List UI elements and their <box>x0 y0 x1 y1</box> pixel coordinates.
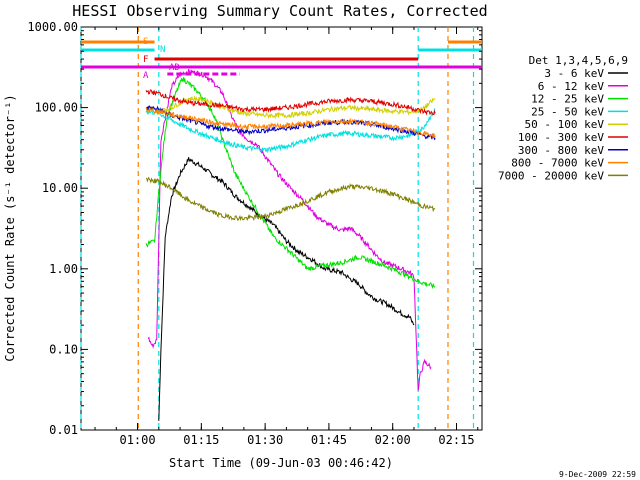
x-tick-label: 01:15 <box>183 433 219 447</box>
night-flag-label: N <box>160 45 165 55</box>
legend-entry-label: 800 - 7000 keV <box>511 157 604 170</box>
series-line-2 <box>145 77 436 290</box>
series-line-7 <box>145 107 436 138</box>
y-tick-label: 100.00 <box>35 101 78 115</box>
x-tick-label: 01:45 <box>311 433 347 447</box>
x-axis-label: Start Time (09-Jun-03 00:46:42) <box>169 456 393 470</box>
x-tick-label: 01:30 <box>247 433 283 447</box>
decimation-flag-label: AD <box>169 63 180 73</box>
legend-entry-label: 7000 - 20000 keV <box>498 169 604 182</box>
x-tick-label: 01:00 <box>119 433 155 447</box>
series-line-0 <box>158 157 415 421</box>
plot-frame <box>80 26 483 431</box>
series-line-8 <box>146 176 436 222</box>
y-tick-label: 1.00 <box>49 262 78 276</box>
legend-entry-label: 12 - 25 keV <box>531 93 604 106</box>
flare-flag-label: F <box>143 55 148 65</box>
series-line-4 <box>145 95 436 120</box>
series-layer <box>145 69 436 421</box>
y-tick-label: 10.00 <box>42 181 78 195</box>
x-tick-label: 02:15 <box>438 433 474 447</box>
y-tick-label: 0.01 <box>49 423 78 437</box>
series-line-3 <box>145 107 436 154</box>
legend-title: Det 1,3,4,5,6,9 <box>529 54 628 67</box>
legend-entry-label: 300 - 800 keV <box>518 144 604 157</box>
chart-title: HESSI Observing Summary Count Rates, Cor… <box>72 2 487 20</box>
legend-entry-label: 3 - 6 keV <box>544 67 604 80</box>
attenuator-flag-label: A <box>143 71 149 81</box>
x-axis: 01:00 01:15 01:30 01:45 02:00 02:15 <box>94 27 479 447</box>
y-axis-label: Corrected Count Rate (s⁻¹ detector⁻¹) <box>3 94 17 361</box>
footer-date: 9-Dec-2009 22:59 <box>559 470 636 479</box>
y-axis: 0.01 0.10 1.00 10.00 100.00 1000.00 <box>27 20 482 437</box>
series-line-1 <box>147 69 432 391</box>
legend-entry-label: 25 - 50 keV <box>531 105 604 118</box>
y-tick-label: 1000.00 <box>27 20 78 34</box>
legend-entry-label: 50 - 100 keV <box>525 118 605 131</box>
saa-flag-label: S <box>143 37 148 47</box>
status-flags: S N F AD A <box>81 37 482 81</box>
y-tick-label: 0.10 <box>49 342 78 356</box>
series-line-5 <box>145 88 436 116</box>
legend-entry-label: 100 - 300 keV <box>518 131 604 144</box>
legend-entry-label: 6 - 12 keV <box>538 80 605 93</box>
x-tick-label: 02:00 <box>375 433 411 447</box>
